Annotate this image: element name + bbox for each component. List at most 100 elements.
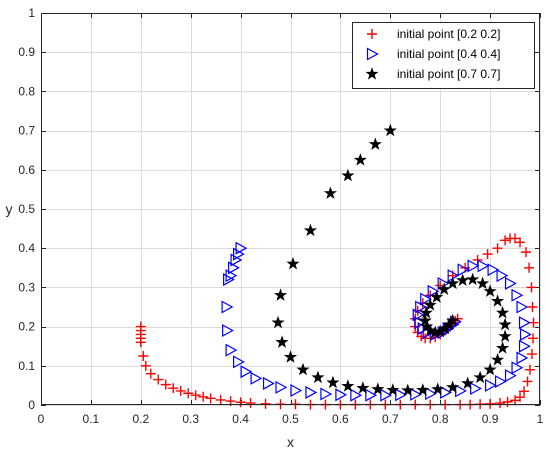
- data-point: [401, 383, 415, 397]
- data-point: [446, 276, 460, 290]
- data-point: [283, 350, 298, 363]
- data-point: [320, 387, 333, 401]
- y-tick-label: 0.9: [18, 45, 35, 59]
- x-tick-label: 0.3: [182, 412, 199, 426]
- legend-entry: initial point [0.4 0.4]: [366, 47, 500, 61]
- legend-entry: initial point [0.7 0.7]: [365, 67, 500, 81]
- data-point: [521, 247, 532, 258]
- data-point: [145, 368, 156, 379]
- data-point: [431, 382, 445, 395]
- data-point: [437, 282, 451, 295]
- data-point: [483, 362, 497, 376]
- legend-entry: initial point [0.2 0.2]: [367, 27, 500, 41]
- data-point: [240, 365, 253, 379]
- y-tick-labels: 0 0.1 0.2 0.3 0.4 0.5 0.6 0.7 0.8 0.9 1: [18, 6, 35, 412]
- data-point: [516, 351, 529, 365]
- data-point: [456, 273, 470, 286]
- data-point: [498, 317, 512, 331]
- data-point: [504, 276, 517, 290]
- x-tick-label: 0.4: [232, 412, 249, 426]
- data-point: [371, 382, 385, 395]
- y-tick-label: 0.4: [18, 241, 35, 255]
- data-point: [190, 390, 201, 401]
- data-point: [233, 355, 245, 369]
- data-point: [467, 259, 480, 273]
- data-point: [498, 329, 512, 342]
- data-point: [519, 386, 530, 397]
- y-tick-label: 0.3: [18, 280, 35, 294]
- data-point: [275, 380, 288, 394]
- data-point: [461, 376, 475, 390]
- data-point: [485, 378, 497, 392]
- data-point: [356, 381, 370, 394]
- y-tick-label: 0.8: [18, 84, 35, 98]
- data-point: [416, 383, 430, 396]
- data-point: [250, 371, 263, 385]
- y-tick-label: 0.7: [18, 124, 35, 138]
- legend-label: initial point [0.7 0.7]: [397, 67, 500, 81]
- legend-marker: [367, 29, 377, 39]
- data-point: [527, 302, 538, 312]
- data-point: [527, 349, 538, 360]
- data-point: [526, 282, 537, 293]
- legend: initial point [0.2 0.2] initial point [0.…: [352, 22, 535, 89]
- data-point: [323, 186, 338, 199]
- y-tick-label: 0: [28, 398, 35, 412]
- data-point: [494, 374, 507, 388]
- data-point: [135, 337, 146, 348]
- data-point: [233, 247, 245, 261]
- data-point: [418, 313, 432, 327]
- axes-frame: [41, 13, 540, 405]
- data-point: [525, 364, 536, 375]
- data-point: [476, 276, 490, 290]
- data-point: [296, 362, 310, 376]
- data-point: [341, 168, 355, 182]
- y-axis-label: y: [6, 201, 13, 217]
- data-point: [305, 385, 318, 399]
- data-point: [350, 388, 363, 402]
- data-point: [496, 305, 510, 319]
- data-point: [495, 398, 506, 409]
- legend-marker: [366, 47, 379, 61]
- data-point: [271, 315, 285, 329]
- data-point: [528, 333, 539, 344]
- x-axis-label: x: [287, 434, 294, 450]
- data-point: [511, 361, 524, 375]
- data-point: [386, 383, 400, 396]
- data-point: [380, 388, 393, 402]
- data-point: [414, 316, 426, 330]
- data-point: [504, 369, 517, 383]
- data-point: [326, 375, 340, 389]
- data-point: [175, 385, 186, 396]
- data-point: [502, 396, 513, 407]
- data-point: [522, 376, 533, 387]
- data-point: [303, 223, 318, 237]
- x-tick-label: 0.1: [83, 412, 100, 426]
- data-point: [160, 379, 171, 390]
- y-tick-label: 0.5: [18, 202, 35, 216]
- data-point: [487, 263, 500, 277]
- data-point: [511, 288, 524, 302]
- data-point: [430, 290, 444, 303]
- series-3: [271, 123, 512, 397]
- data-point: [515, 392, 526, 403]
- data-point: [491, 294, 505, 307]
- data-point: [286, 256, 300, 270]
- data-point: [457, 263, 470, 277]
- data-point: [492, 243, 503, 254]
- data-point: [273, 288, 288, 301]
- data-point: [168, 383, 179, 394]
- data-point: [518, 339, 531, 353]
- data-point: [222, 324, 234, 338]
- data-point: [496, 341, 510, 354]
- data-point: [483, 284, 497, 297]
- data-point: [198, 391, 209, 402]
- data-point: [235, 397, 246, 408]
- data-point: [485, 398, 496, 409]
- data-point: [446, 380, 460, 393]
- data-point: [420, 292, 432, 306]
- data-point: [412, 308, 425, 322]
- data-point: [262, 376, 275, 390]
- data-point: [519, 327, 532, 341]
